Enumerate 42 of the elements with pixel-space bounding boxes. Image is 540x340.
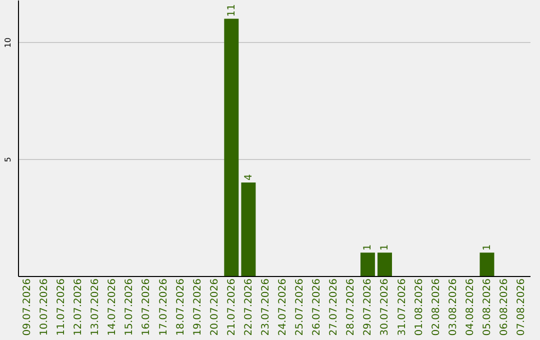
bar [241,182,256,276]
x-tick-label: 06.08.2026 [499,278,510,336]
x-tick-label: 28.07.2026 [346,278,357,336]
x-tick-label: 10.07.2026 [38,278,50,336]
data-label: 4 [243,174,254,180]
x-tick-label: 11.07.2026 [56,278,68,336]
bar [360,252,375,276]
x-tick-label: 21.07.2026 [226,278,238,336]
x-tick-label: 25.07.2026 [294,278,306,336]
x-tick-label: 24.07.2026 [278,278,289,336]
x-tick-label: 03.08.2026 [448,278,459,336]
x-tick-label: 27.07.2026 [328,278,340,336]
x-tick-label: 16.07.2026 [141,278,152,336]
x-tick-label: 20.07.2026 [209,278,220,336]
y-tick-label: 10 [4,38,12,48]
x-tick-label: 13.07.2026 [90,278,102,336]
x-tick-label: 22.07.2026 [243,278,254,336]
data-label: 1 [380,244,391,251]
x-tick-label: 04.08.2026 [464,278,476,336]
x-tick-label: 23.07.2026 [260,278,272,336]
data-label: 1 [482,244,493,251]
data-label: 1 [362,244,374,251]
x-tick-label: 26.07.2026 [312,278,323,336]
data-label: 11 [226,4,238,17]
x-tick-label: 07.08.2026 [516,278,528,336]
x-tick-label: 09.07.2026 [22,278,33,336]
bar [224,18,239,276]
x-tick-label: 29.07.2026 [362,278,374,336]
x-tick-label: 05.08.2026 [482,278,493,336]
bar [480,252,494,276]
x-tick-label: 31.07.2026 [396,278,408,336]
x-tick-label: 15.07.2026 [124,278,136,336]
bar [378,252,392,276]
x-tick-label: 12.07.2026 [73,278,84,336]
x-tick-label: 30.07.2026 [380,278,391,336]
x-tick-label: 02.08.2026 [430,278,442,336]
x-tick-label: 01.08.2026 [414,278,425,336]
x-tick-label: 19.07.2026 [192,278,204,336]
x-tick-label: 18.07.2026 [175,278,186,336]
x-tick-label: 17.07.2026 [158,278,170,336]
x-tick-label: 14.07.2026 [107,278,118,336]
y-tick-label: 5 [4,157,12,162]
